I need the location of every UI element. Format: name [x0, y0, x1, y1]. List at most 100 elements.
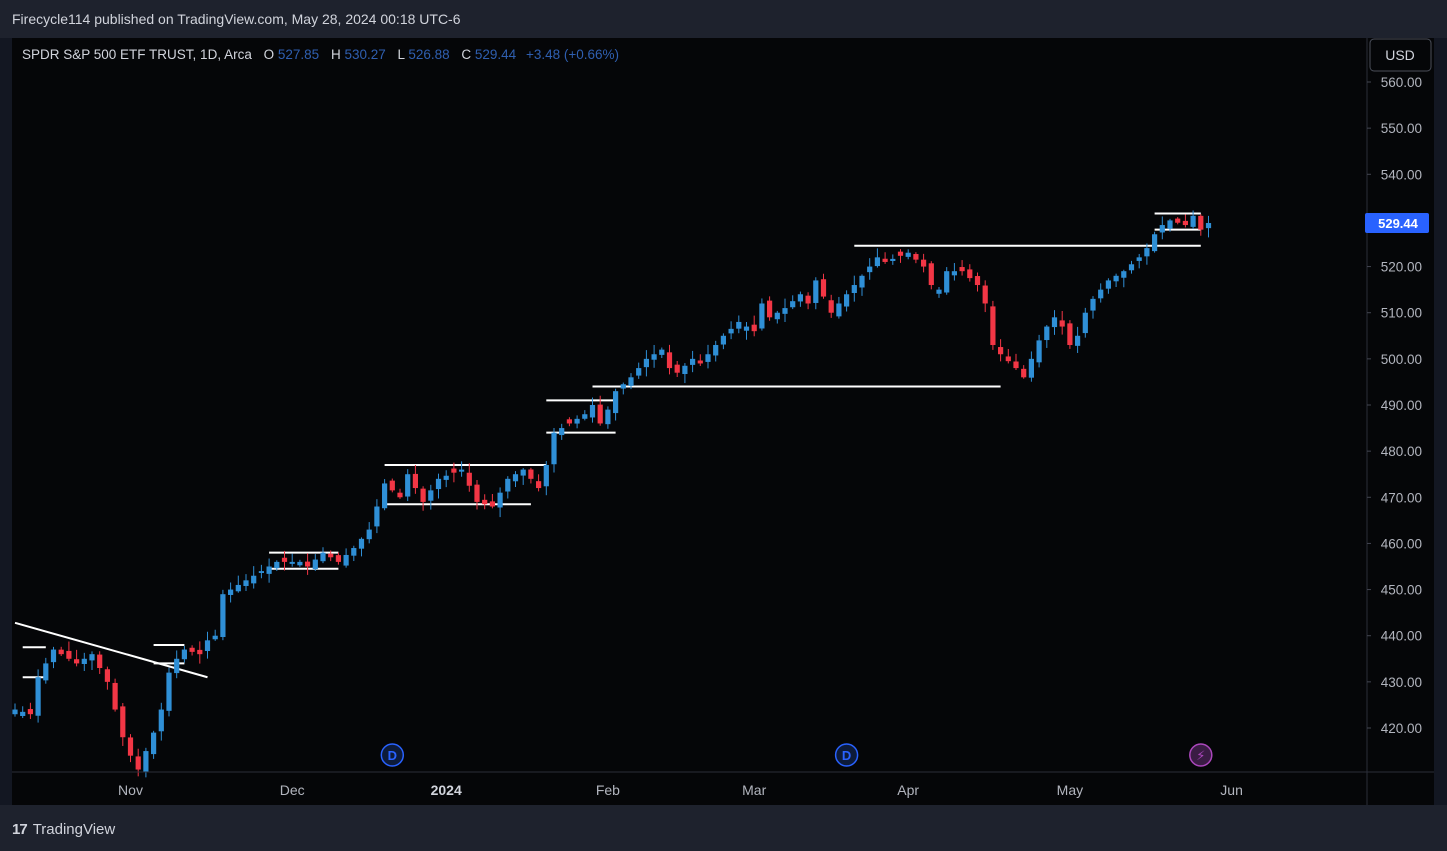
- candle: [435, 473, 442, 499]
- candle: [251, 566, 257, 589]
- price-tick-label: 510.00: [1381, 306, 1422, 321]
- candle: [1051, 310, 1058, 335]
- candle: [489, 494, 495, 509]
- candle-body: [489, 501, 495, 507]
- candle: [1067, 320, 1073, 349]
- candle: [281, 550, 288, 571]
- candle-body: [743, 326, 750, 331]
- price-chart[interactable]: D D ⚡ SPDR S&P 500 ETF TRUST, 1D, Arca O 5…: [12, 38, 1434, 805]
- candle: [97, 651, 103, 674]
- candle: [628, 373, 634, 390]
- candle-body: [536, 481, 542, 489]
- candle: [1113, 273, 1119, 287]
- time-label: Mar: [742, 782, 766, 798]
- candle-body: [1067, 323, 1073, 346]
- legend-high-value: 530.27: [344, 47, 385, 62]
- candle-body: [58, 649, 64, 655]
- candle-body: [281, 557, 288, 562]
- candle-body: [1198, 215, 1204, 230]
- price-tick-label: 460.00: [1381, 536, 1422, 551]
- candle-body: [705, 354, 711, 362]
- candle-body: [127, 737, 134, 756]
- candle: [158, 702, 164, 741]
- candle: [204, 631, 211, 659]
- candle-body: [50, 649, 57, 663]
- candle: [151, 730, 157, 759]
- candle-body: [174, 658, 180, 674]
- candle: [297, 559, 303, 567]
- candle-body: [874, 257, 880, 267]
- dividend-event-icon[interactable]: D: [380, 743, 405, 767]
- price-tick-label: 450.00: [1381, 583, 1422, 598]
- candle-body: [189, 647, 195, 652]
- candle: [890, 254, 896, 265]
- candle-body: [1013, 361, 1019, 369]
- candle-body: [512, 474, 519, 482]
- candle: [813, 277, 819, 310]
- candle-body: [944, 271, 950, 293]
- candle: [405, 469, 411, 502]
- candle: [397, 488, 403, 499]
- candle-body: [605, 409, 611, 425]
- chart-area[interactable]: D D ⚡ SPDR S&P 500 ETF TRUST, 1D, Arca O 5…: [12, 38, 1434, 805]
- candle: [320, 547, 326, 564]
- candle: [328, 550, 334, 562]
- time-label: May: [1057, 782, 1083, 798]
- dividend-event-icon[interactable]: D: [834, 743, 859, 767]
- candle: [174, 650, 180, 679]
- candle: [836, 296, 842, 319]
- candle: [536, 474, 542, 492]
- candle-body: [921, 259, 927, 267]
- candle: [374, 499, 380, 534]
- candle: [112, 678, 118, 712]
- candle-body: [443, 475, 449, 480]
- candle: [697, 354, 703, 366]
- legend-high-label: H: [331, 47, 341, 62]
- candle-body: [805, 295, 811, 304]
- candle-body: [1121, 271, 1127, 278]
- last-price-value: 529.44: [1378, 216, 1419, 231]
- events: D D ⚡: [380, 743, 1213, 767]
- candle: [43, 657, 49, 684]
- tradingview-brand[interactable]: 17 TradingView: [12, 821, 115, 838]
- candle: [882, 252, 888, 264]
- candle-body: [674, 364, 680, 373]
- candle: [543, 461, 549, 496]
- currency-button[interactable]: USD: [1369, 38, 1432, 72]
- candle-body: [74, 659, 80, 664]
- split-event-icon[interactable]: ⚡: [1189, 743, 1213, 767]
- candle: [651, 345, 657, 368]
- candle: [189, 645, 195, 656]
- candle: [1144, 243, 1150, 265]
- candle: [520, 468, 526, 485]
- candle-body: [258, 571, 264, 573]
- candle-body: [597, 404, 603, 424]
- legend-open-label: O: [264, 47, 275, 62]
- candle: [1182, 214, 1188, 228]
- candle-body: [412, 473, 418, 489]
- candle-body: [797, 294, 803, 302]
- candle-body: [328, 553, 334, 558]
- candle: [774, 310, 780, 324]
- candle: [1205, 215, 1212, 238]
- candle-body: [382, 483, 388, 509]
- candle-body: [728, 328, 734, 334]
- candle: [212, 629, 218, 641]
- time-label: Apr: [897, 782, 919, 798]
- candle: [990, 300, 996, 350]
- candle-body: [204, 640, 211, 652]
- candle: [451, 462, 457, 483]
- candle-body: [89, 654, 95, 661]
- legend-change: +3.48 (+0.66%): [526, 47, 619, 62]
- candle: [951, 263, 957, 281]
- publish-bar: Firecycle114 published on TradingView.co…: [0, 0, 1447, 38]
- candle-body: [181, 649, 187, 660]
- candle-body: [12, 709, 18, 715]
- legend-low-label: L: [398, 47, 406, 62]
- candle-body: [1182, 220, 1188, 226]
- candle: [659, 347, 665, 359]
- candle-body: [143, 751, 149, 773]
- candle-body: [589, 405, 596, 418]
- candle-body: [43, 663, 49, 681]
- candle-body: [1159, 225, 1165, 233]
